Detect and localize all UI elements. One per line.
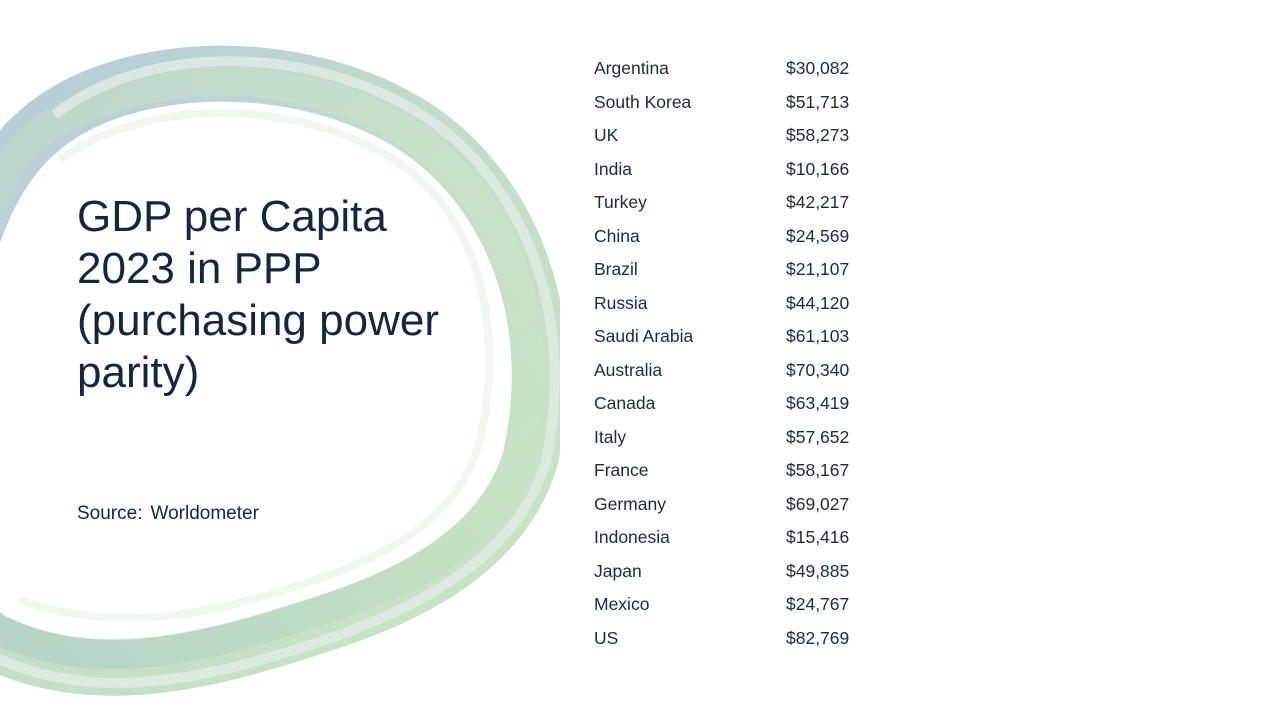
table-row: Mexico $24,767 [594,588,864,622]
table-row: Brazil $21,107 [594,253,864,287]
country-cell: Japan [594,560,642,581]
country-cell: Argentina [594,58,669,79]
country-cell: Mexico [594,594,650,615]
gdp-value-cell: $58,167 [786,460,850,481]
gdp-value-cell: $57,652 [786,426,850,447]
country-cell: Australia [594,359,663,380]
table-row: Russia $44,120 [594,287,864,321]
gdp-value-cell: $49,885 [786,560,850,581]
table-row: Turkey $42,217 [594,186,864,220]
gdp-value-cell: $70,340 [786,359,850,380]
table-row: Italy $57,652 [594,421,864,455]
country-cell: India [594,158,632,179]
gdp-value-cell: $15,416 [786,527,850,548]
slide-title: GDP per Capita 2023 in PPP (purchasing p… [77,192,439,397]
table-row: Japan $49,885 [594,555,864,589]
table-row: Canada $63,419 [594,387,864,421]
table-row: Indonesia $15,416 [594,521,864,555]
source-label: Source: [77,503,143,524]
country-cell: Canada [594,393,656,414]
table-row: China $24,569 [594,220,864,254]
table-row: Argentina $30,082 [594,52,864,86]
country-cell: Italy [594,426,627,447]
table-row: Australia $70,340 [594,354,864,388]
table-row: France $58,167 [594,454,864,488]
country-cell: France [594,460,649,481]
country-cell: UK [594,125,619,146]
country-cell: Indonesia [594,527,670,548]
table-row: Saudi Arabia $61,103 [594,320,864,354]
table-row: Germany $69,027 [594,488,864,522]
country-cell: Brazil [594,259,638,280]
gdp-value-cell: $42,217 [786,192,850,213]
gdp-value-cell: $63,419 [786,393,850,414]
source-value: Worldometer [150,503,259,524]
country-cell: China [594,225,640,246]
table-row: South Korea $51,713 [594,86,864,120]
gdp-value-cell: $44,120 [786,292,850,313]
gdp-table: Argentina $30,082 South Korea $51,713 UK… [594,52,864,655]
country-cell: US [594,627,619,648]
decorative-ring-graphic [0,45,560,696]
gdp-value-cell: $82,769 [786,627,850,648]
gdp-value-cell: $21,107 [786,259,850,280]
source-line: Source: Worldometer [77,502,259,526]
country-cell: Germany [594,493,666,514]
country-cell: Saudi Arabia [594,326,694,347]
country-cell: Russia [594,292,648,313]
table-row: US $82,769 [594,622,864,656]
table-row: India $10,166 [594,153,864,187]
gdp-value-cell: $51,713 [786,91,850,112]
country-cell: Turkey [594,192,647,213]
gdp-value-cell: $61,103 [786,326,850,347]
country-cell: South Korea [594,91,692,112]
gdp-value-cell: $69,027 [786,493,850,514]
gdp-value-cell: $10,166 [786,158,850,179]
gdp-value-cell: $24,569 [786,225,850,246]
gdp-value-cell: $24,767 [786,594,850,615]
table-row: UK $58,273 [594,119,864,153]
gdp-value-cell: $30,082 [786,58,850,79]
gdp-value-cell: $58,273 [786,125,850,146]
